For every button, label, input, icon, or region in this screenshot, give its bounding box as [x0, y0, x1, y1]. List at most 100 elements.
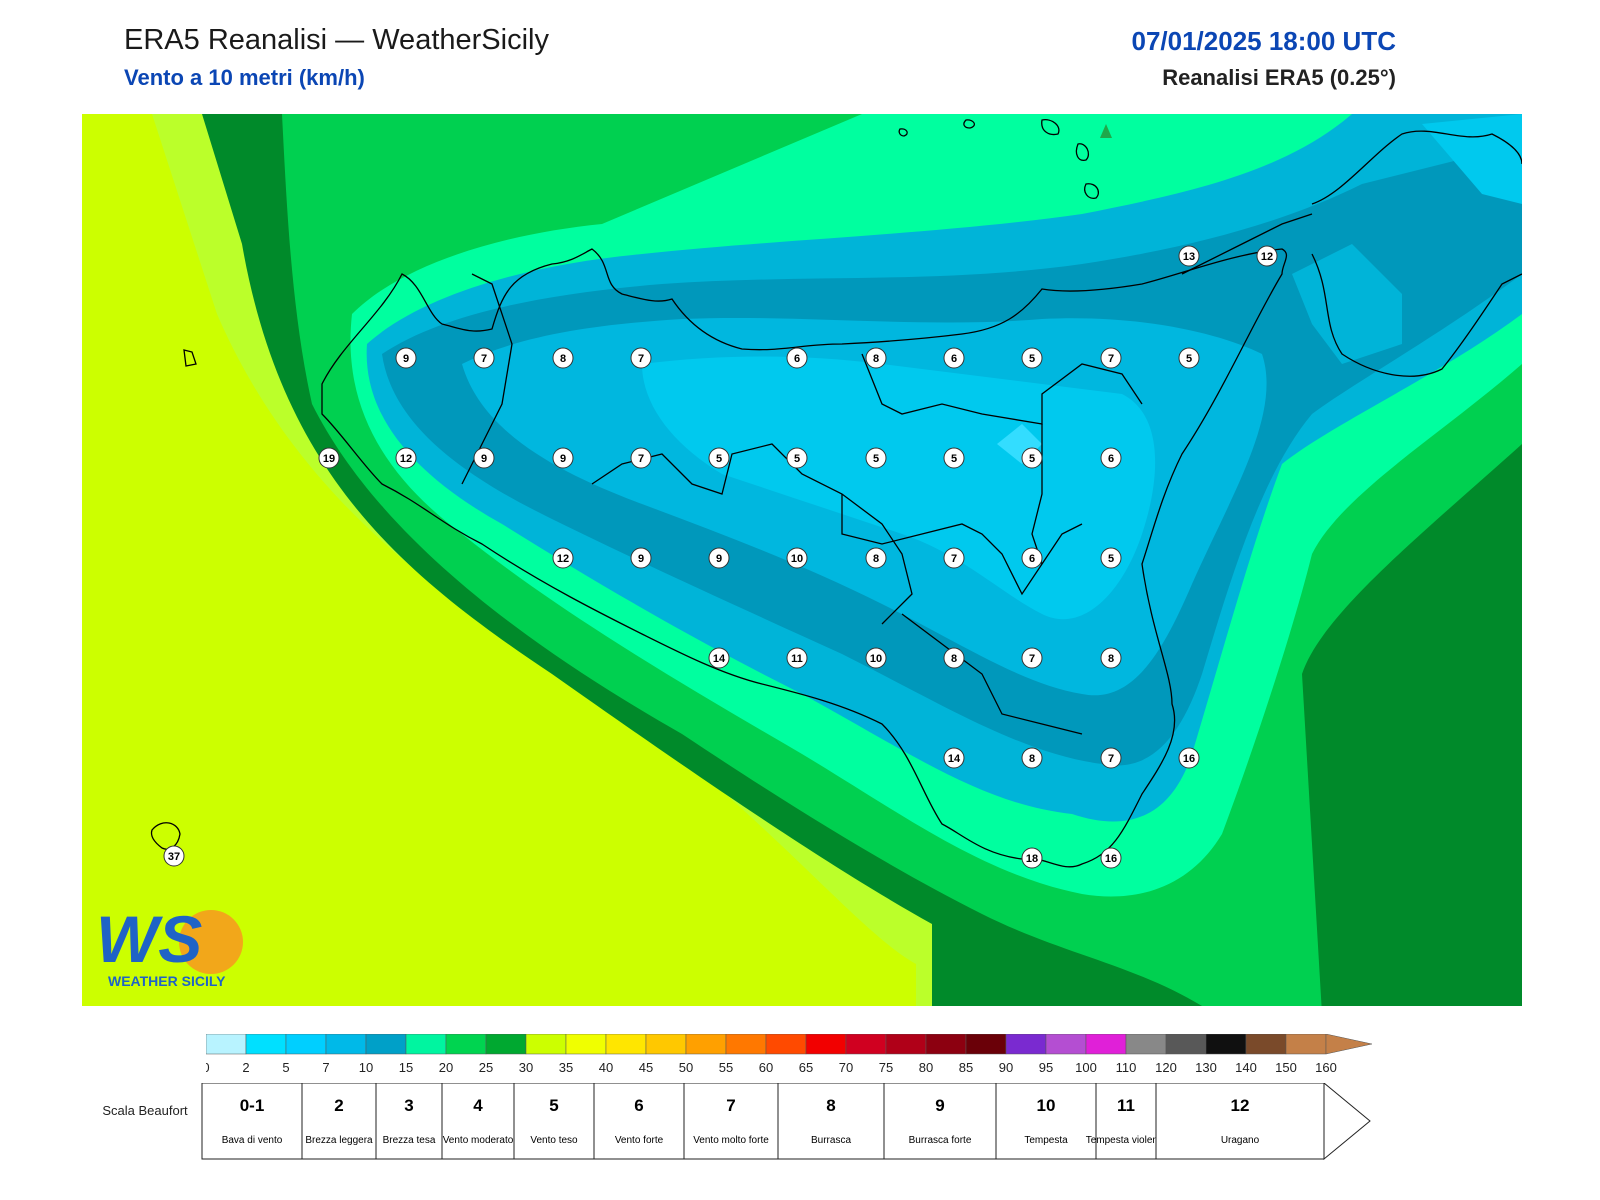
colorbar-tick-label: 65 [799, 1060, 813, 1075]
colorbar-swatch [325, 1034, 367, 1055]
station-value: 7 [638, 453, 644, 465]
station-value: 14 [713, 653, 726, 665]
beaufort-description: Tempesta violenta [1086, 1135, 1167, 1146]
beaufort-label: Scala Beaufort [102, 1103, 188, 1118]
beaufort-arrow [1323, 1083, 1371, 1161]
station-circle [786, 647, 808, 669]
beaufort-number: 3 [404, 1096, 413, 1115]
beaufort-cell [883, 1083, 997, 1160]
station-circle [1021, 547, 1043, 569]
station-circle [865, 547, 887, 569]
colorbar-tick-label: 10 [359, 1060, 373, 1075]
colorbar-tick-label: 75 [879, 1060, 893, 1075]
station-value: 6 [1108, 453, 1114, 465]
wind-colorbar: 0257101520253035404550556065707580859095… [206, 1034, 1373, 1075]
colorbar-swatch [565, 1034, 607, 1055]
logo-sun [179, 910, 243, 974]
station-marker: 12 [552, 547, 574, 569]
weather-sicily-logo: WS WEATHER SICILY [96, 902, 243, 989]
province-border-south [591, 443, 913, 625]
volcano-icon [1100, 124, 1112, 138]
colorbar-tick-label: 90 [999, 1060, 1013, 1075]
station-circle [1100, 447, 1122, 469]
province-border-center-north [861, 353, 1143, 425]
colorbar-swatch [1285, 1034, 1327, 1055]
colorbar-tick-label: 140 [1235, 1060, 1257, 1075]
station-circle [708, 447, 730, 469]
station-value: 5 [794, 453, 800, 465]
beaufort-number: 11 [1117, 1096, 1135, 1115]
island-lipari [1075, 143, 1090, 161]
data-source-label: Reanalisi ERA5 (0.25°) [1162, 65, 1396, 90]
station-marker: 37 [163, 845, 185, 867]
colorbar-tick-label: 35 [559, 1060, 573, 1075]
messina-strait [1181, 213, 1313, 275]
station-value: 9 [638, 553, 644, 565]
station-circle [1100, 347, 1122, 369]
beaufort-description: Vento teso [530, 1135, 578, 1146]
station-circle [943, 447, 965, 469]
station-circle [786, 447, 808, 469]
station-value: 7 [638, 353, 644, 365]
beaufort-cells: 0-1 Bava di vento 2 Brezza leggera 3 Brezza t… [201, 1083, 1371, 1161]
station-value: 7 [1108, 353, 1114, 365]
station-marker: 6 [1100, 447, 1122, 469]
station-circle [1100, 747, 1122, 769]
beaufort-description: Brezza leggera [305, 1135, 373, 1146]
station-circle [552, 447, 574, 469]
beaufort-number: 4 [473, 1096, 483, 1115]
station-circle [163, 845, 185, 867]
map-subtitle: Vento a 10 metri (km/h) [124, 65, 365, 90]
beaufort-cell [995, 1083, 1097, 1160]
colorbar-swatch [206, 1034, 247, 1055]
station-circle [473, 447, 495, 469]
station-circle [943, 347, 965, 369]
station-value: 13 [1183, 251, 1195, 263]
beaufort-cell [201, 1083, 303, 1160]
province-border-center [841, 494, 1083, 596]
station-marker: 7 [943, 547, 965, 569]
station-value: 7 [481, 353, 487, 365]
colorbar-tick-label: 95 [1039, 1060, 1053, 1075]
beaufort-scale: Scala Beaufort 0-1 Bava di vento 2 Brezza l… [102, 1083, 1371, 1161]
station-value: 37 [168, 851, 180, 863]
beaufort-number: 7 [726, 1096, 735, 1115]
colorbar-tick-label: 130 [1195, 1060, 1217, 1075]
station-marker: 7 [630, 347, 652, 369]
station-marker: 18 [1021, 847, 1043, 869]
station-circle [1256, 245, 1278, 267]
colorbar-swatch [445, 1034, 487, 1055]
colorbar-tick-label: 20 [439, 1060, 453, 1075]
colorbar-tick-label: 0 [206, 1060, 210, 1075]
map-datetime: 07/01/2025 18:00 UTC [1131, 26, 1396, 56]
station-marker: 16 [1178, 747, 1200, 769]
station-marker: 14 [943, 747, 965, 769]
island-filicudi [963, 119, 975, 129]
colorbar-tick-label: 110 [1116, 1060, 1137, 1075]
logo-letters: WS [96, 902, 202, 976]
station-marker: 8 [865, 547, 887, 569]
station-marker: 6 [943, 347, 965, 369]
beaufort-cell [777, 1083, 885, 1160]
station-marker: 5 [1021, 347, 1043, 369]
station-value: 8 [951, 653, 957, 665]
colorbar-tick-label: 2 [242, 1060, 249, 1075]
station-marker: 8 [552, 347, 574, 369]
station-value: 6 [1029, 553, 1035, 565]
station-marker: 9 [552, 447, 574, 469]
station-marker: 12 [1256, 245, 1278, 267]
station-circle [1100, 647, 1122, 669]
station-circle [786, 547, 808, 569]
station-circle [630, 347, 652, 369]
station-value: 7 [1108, 753, 1114, 765]
station-circle [552, 547, 574, 569]
station-marker: 7 [473, 347, 495, 369]
beaufort-cell [1095, 1083, 1157, 1160]
beaufort-number: 0-1 [240, 1096, 265, 1115]
island-salina [1041, 119, 1060, 136]
colorbar-tick-label: 150 [1275, 1060, 1297, 1075]
colorbar-arrow [1325, 1034, 1373, 1055]
station-marker: 9 [395, 347, 417, 369]
colorbar-tick-label: 40 [599, 1060, 613, 1075]
beaufort-cell [593, 1083, 685, 1160]
